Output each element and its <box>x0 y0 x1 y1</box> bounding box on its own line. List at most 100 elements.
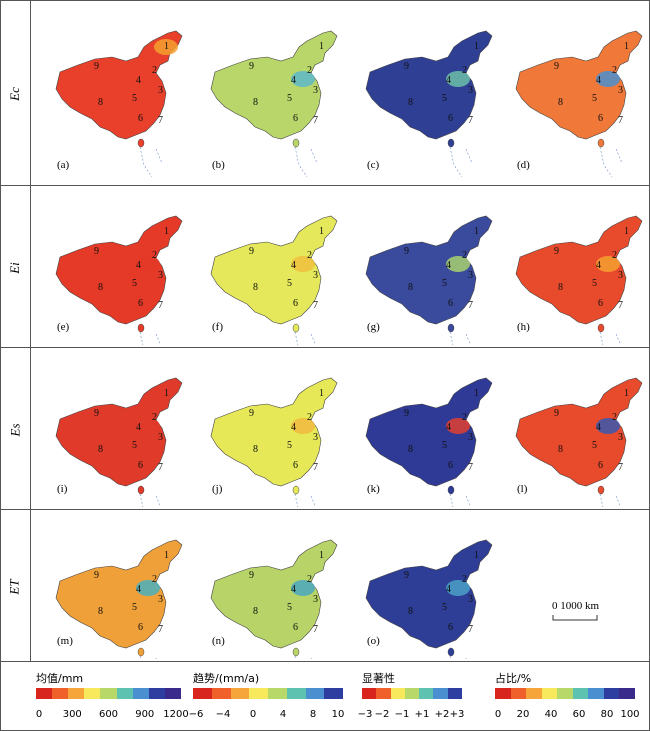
region-number: 5 <box>287 440 292 451</box>
region-number: 1 <box>319 388 324 399</box>
region-number: 8 <box>253 444 258 455</box>
region-number: 9 <box>554 408 559 419</box>
tick-label: 300 <box>62 709 82 720</box>
region-number: 5 <box>132 602 137 613</box>
region-number: 2 <box>462 412 467 423</box>
tick-label: 80 <box>600 709 614 720</box>
legend: 显著性 −3 −2 −1 +1 +2 +3 <box>358 670 510 726</box>
region-number: 1 <box>474 388 479 399</box>
region-number: 4 <box>291 584 296 595</box>
region-number: 8 <box>408 606 413 617</box>
row-label-ec: Ec <box>7 87 22 101</box>
region-number: 4 <box>446 422 451 433</box>
region-number: 5 <box>287 278 292 289</box>
region-number: 1 <box>164 550 169 561</box>
tick-label: 900 <box>135 709 155 720</box>
map-panel: 1 2 3 4 5 6 7 8 9 (e) <box>35 190 185 345</box>
row-label-ei: Ei <box>7 261 22 274</box>
china-map: 1 23 4 56 7 8 9 <box>365 215 493 345</box>
region-number: 1 <box>164 226 169 237</box>
region-number: 4 <box>596 422 601 433</box>
region-number: 3 <box>468 594 473 605</box>
region-number: 7 <box>158 300 163 311</box>
region-number: 3 <box>313 270 318 281</box>
region-number: 3 <box>158 432 163 443</box>
region-number: 6 <box>598 298 603 309</box>
legend-title: 趋势/(mm/a) <box>193 672 260 685</box>
region-number: 6 <box>293 460 298 471</box>
scale-bar-label: 0 1000 km <box>552 600 600 612</box>
region-number: 3 <box>618 270 623 281</box>
region-number: 7 <box>158 624 163 635</box>
region-number: 6 <box>448 622 453 633</box>
tick-label: −3 <box>357 709 373 720</box>
region-number: 7 <box>618 462 623 473</box>
region-number: 6 <box>138 298 143 309</box>
region-number: 1 <box>319 226 324 237</box>
tick-label: −4 <box>215 709 231 720</box>
region-number: 6 <box>448 113 453 124</box>
region-number: 3 <box>158 270 163 281</box>
region-number: 7 <box>468 300 473 311</box>
scale-bar-line <box>552 615 598 621</box>
region-number: 5 <box>442 602 447 613</box>
tick-label: −2 <box>374 709 390 720</box>
legend: 均值/mm 0 300 600 900 1200 <box>35 670 189 726</box>
china-map: 1 23 4 56 7 8 9 <box>365 377 493 507</box>
region-number: 6 <box>138 113 143 124</box>
region-number: 5 <box>287 93 292 104</box>
region-number: 4 <box>136 260 141 271</box>
color-bar <box>495 688 635 699</box>
region-number: 1 <box>474 226 479 237</box>
region-number: 6 <box>138 622 143 633</box>
region-number: 6 <box>598 460 603 471</box>
region-number: 4 <box>136 75 141 86</box>
map-panel: 1 2 3 4 5 6 7 8 9 (i) <box>35 352 185 507</box>
panel-label: (m) <box>57 635 73 647</box>
panel-label: (c) <box>367 159 380 171</box>
china-map: 1 23 4 56 7 8 9 <box>55 539 183 659</box>
map-panel: 1 2 3 4 5 6 7 8 9 (f) <box>190 190 340 345</box>
panel-label: (h) <box>517 321 530 333</box>
china-map: 1 23 4 56 7 8 9 <box>210 30 338 178</box>
china-map: 1 23 4 56 7 8 9 <box>55 30 183 178</box>
region-number: 2 <box>152 412 157 423</box>
tick-label: 20 <box>516 709 530 720</box>
grid-line <box>0 347 650 348</box>
tick-label: 600 <box>98 709 119 720</box>
region-number: 1 <box>319 41 324 52</box>
tick-label: 0 <box>35 709 43 720</box>
panel-label: (g) <box>367 321 380 333</box>
china-map: 1 23 4 56 7 8 9 <box>55 377 183 507</box>
panel-label: (d) <box>517 159 530 171</box>
region-number: 7 <box>618 300 623 311</box>
region-number: 4 <box>446 75 451 86</box>
region-number: 2 <box>462 65 467 76</box>
region-number: 2 <box>152 65 157 76</box>
china-map: 1 23 4 56 7 8 9 <box>210 539 338 659</box>
panel-label: (o) <box>367 635 380 647</box>
panel-label: (n) <box>212 635 225 647</box>
region-number: 2 <box>462 250 467 261</box>
region-number: 4 <box>136 422 141 433</box>
china-map: 1 23 4 56 7 8 9 <box>365 30 493 178</box>
region-number: 8 <box>98 97 103 108</box>
legend-ticks: −6 −4 0 4 8 10 <box>189 709 345 723</box>
region-number: 3 <box>618 85 623 96</box>
region-number: 7 <box>313 462 318 473</box>
region-number: 9 <box>249 61 254 72</box>
region-number: 9 <box>94 408 99 419</box>
map-panel: 1 2 3 4 5 6 7 8 9 (o) <box>345 514 495 659</box>
region-number: 4 <box>291 75 296 86</box>
region-number: 6 <box>293 298 298 309</box>
region-number: 9 <box>404 570 409 581</box>
region-number: 3 <box>313 594 318 605</box>
region-number: 2 <box>152 574 157 585</box>
region-number: 4 <box>596 260 601 271</box>
tick-label: 8 <box>309 709 317 720</box>
region-number: 8 <box>253 606 258 617</box>
color-bar <box>36 688 181 699</box>
region-number: 3 <box>158 594 163 605</box>
region-number: 2 <box>307 574 312 585</box>
region-number: 2 <box>307 250 312 261</box>
